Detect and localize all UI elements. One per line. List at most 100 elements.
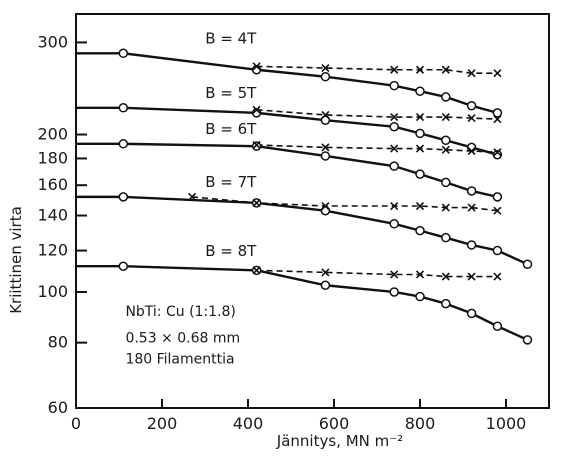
y-tick-label: 160 (37, 175, 68, 194)
plot-frame (75, 13, 550, 409)
cross-point (390, 201, 399, 211)
y-axis-title: Kriittinen virta (7, 206, 25, 314)
circle-point (320, 71, 331, 82)
cross-point (467, 272, 476, 281)
circle-point (522, 259, 533, 269)
cross-point (441, 112, 450, 122)
y-tick-label: 60 (48, 398, 68, 417)
circle-point (466, 101, 477, 111)
cross-point (493, 206, 502, 215)
circle-point (118, 261, 129, 271)
cross-point (321, 201, 330, 211)
circle-point (320, 115, 331, 125)
cross-point (493, 69, 502, 78)
circle-point (415, 128, 425, 139)
axis-ticks: 0 200 400 600 800 1000 60 80 100 120 140 160 180 200 3… (37, 32, 526, 433)
specimen-note-line: 0.53 × 0.68 mm (125, 331, 240, 347)
circle-point (251, 141, 262, 151)
cross-point (441, 65, 450, 74)
cross-point (252, 198, 261, 207)
y-tick-label: 80 (48, 333, 68, 352)
cross-point (441, 203, 450, 212)
cross-point (415, 201, 425, 211)
cross-point (415, 144, 425, 153)
cross-point (390, 270, 399, 279)
series-label: B = 6T (205, 120, 257, 138)
series-group (76, 139, 503, 202)
circle-point (415, 225, 425, 236)
cross-point (252, 140, 261, 150)
series-group (76, 192, 533, 269)
series-dashed-line (192, 196, 498, 212)
cross-point (415, 112, 425, 122)
circle-point (118, 139, 129, 149)
series-layer (76, 48, 533, 345)
y-tick-label: 180 (37, 148, 68, 167)
cross-point (321, 110, 330, 120)
cross-point (390, 112, 399, 122)
cross-point (321, 63, 330, 73)
series-label: B = 8T (205, 242, 257, 260)
series-label: B = 4T (205, 29, 257, 47)
series-line (76, 265, 528, 341)
circle-point (389, 287, 399, 297)
cross-point (415, 65, 425, 74)
specimen-note: NbTi: Cu (1:1.8) 0.53 × 0.68 mm 180 Filame… (125, 304, 240, 368)
circle-point (415, 169, 425, 179)
circle-point (441, 135, 451, 146)
circle-point (492, 245, 503, 256)
cross-point (467, 146, 476, 156)
cross-point (321, 268, 330, 277)
cross-point (252, 62, 261, 71)
series-labels: B = 4T B = 5T B = 6T B = 7T B = 8T (205, 29, 257, 260)
circle-point (492, 321, 503, 331)
series-label: B = 7T (205, 173, 257, 191)
circle-point (389, 219, 399, 229)
circle-point (466, 186, 477, 196)
circle-point (389, 121, 399, 132)
cross-point (467, 114, 476, 123)
circle-point (415, 291, 425, 302)
cross-point (188, 192, 197, 201)
x-tick-label: 600 (319, 414, 350, 433)
specimen-note-line: NbTi: Cu (1:1.8) (125, 304, 235, 320)
circle-point (466, 240, 477, 250)
circle-point (118, 103, 129, 113)
x-tick-label: 800 (405, 414, 436, 433)
cross-point (415, 270, 425, 279)
circle-point (441, 177, 451, 188)
circle-point (441, 232, 451, 243)
circle-point (492, 108, 503, 118)
cross-point (441, 145, 450, 154)
circle-point (522, 335, 533, 345)
specimen-note-line: 180 Filamenttia (125, 351, 234, 367)
series-group (76, 48, 503, 118)
y-tick-label: 140 (37, 206, 68, 225)
y-tick-label: 300 (37, 32, 68, 51)
circle-point (441, 298, 451, 309)
cross-point (252, 266, 261, 275)
y-tick-label: 200 (37, 125, 68, 144)
x-axis-title: Jännitys, MN m⁻² (276, 432, 403, 450)
circle-point (441, 92, 451, 102)
cross-point (252, 105, 261, 114)
circle-point (492, 192, 503, 202)
cross-point (467, 203, 476, 212)
x-tick-label: 0 (71, 414, 81, 433)
circle-point (320, 151, 331, 161)
y-tick-label: 100 (37, 282, 68, 301)
x-tick-label: 1000 (486, 414, 527, 433)
series-label: B = 5T (205, 84, 257, 102)
circle-point (415, 86, 425, 96)
x-tick-label: 400 (233, 414, 264, 433)
circle-point (389, 80, 399, 91)
circle-point (320, 280, 331, 291)
cross-point (441, 272, 450, 281)
circle-point (389, 161, 399, 171)
series-group (76, 103, 503, 160)
cross-point (467, 69, 476, 78)
circle-point (118, 192, 129, 202)
cross-point (493, 272, 502, 281)
